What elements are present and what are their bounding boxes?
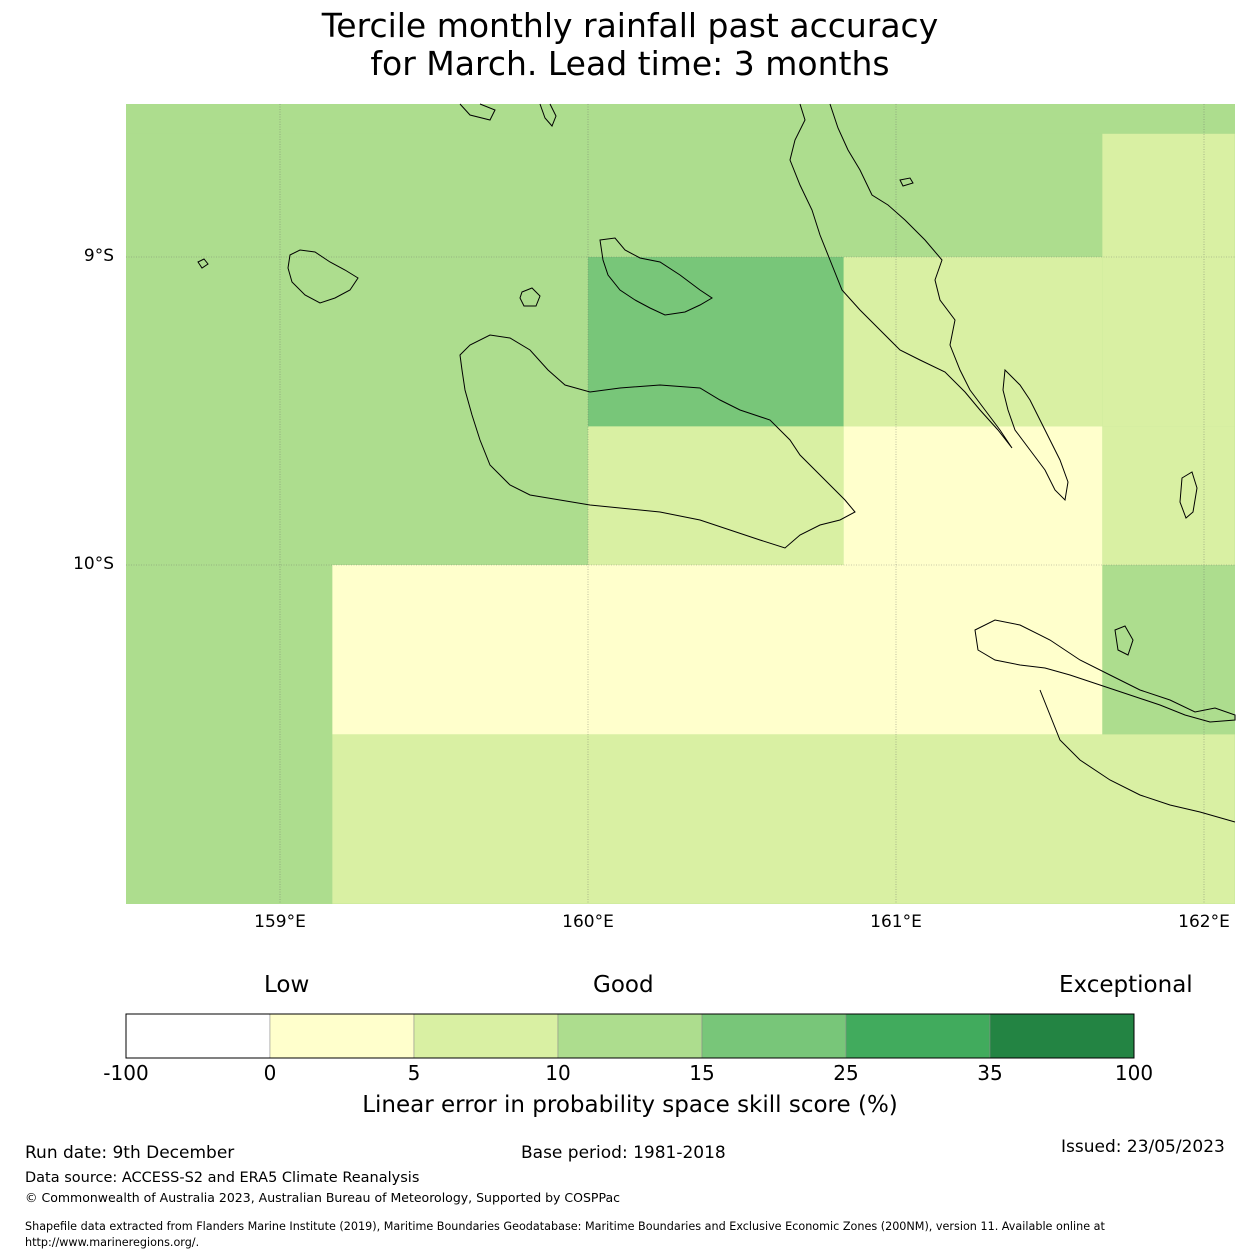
graticule	[126, 104, 1235, 904]
coastline-islet-west	[197, 258, 209, 269]
lon-label-160e: 160°E	[562, 912, 614, 932]
coastlines	[197, 103, 1236, 823]
grid-cell-6	[1102, 426, 1235, 565]
colorbar-segment-1	[269, 1013, 415, 1059]
colorbar-tick-label: 10	[545, 1061, 571, 1085]
coastline-malaita-north	[789, 103, 1013, 449]
lon-label-159e: 159°E	[254, 912, 306, 932]
lon-label-161e: 161°E	[870, 912, 922, 932]
category-label-good: Good	[593, 972, 654, 998]
grid-cell-0	[126, 133, 1103, 257]
coastline-islet-n1	[459, 103, 496, 121]
shapefile-url[interactable]: http://www.marineregions.org/.	[25, 1236, 200, 1249]
colorbar-segment-2	[413, 1013, 559, 1059]
colorbar-segment-4	[701, 1013, 847, 1059]
grid-cell-9	[332, 734, 1235, 904]
coastline-islet-east	[1114, 625, 1134, 656]
colorbar-tick-label: 0	[263, 1061, 277, 1085]
coastline-malaita-south	[1002, 368, 1069, 502]
map-title-line-2: for March. Lead time: 3 months	[370, 44, 890, 83]
colorbar-tick-label: 25	[833, 1061, 859, 1085]
data-source: Data source: ACCESS-S2 and ERA5 Climate …	[25, 1170, 420, 1186]
colorbar-tick-label: 5	[407, 1061, 421, 1085]
coastline-makira	[974, 619, 1236, 723]
category-label-exceptional: Exceptional	[1059, 972, 1193, 998]
copyright-notice: © Commonwealth of Australia 2023, Austra…	[25, 1190, 620, 1205]
grid-cell-5	[843, 426, 1103, 565]
run-date: Run date: 9th December	[25, 1143, 235, 1163]
shapefile-citation: Shapefile data extracted from Flanders M…	[25, 1220, 1105, 1233]
coastline-russell-islands	[287, 249, 359, 304]
grid-cell-7	[332, 565, 1103, 735]
colorbar-frame	[125, 1013, 1135, 1059]
lat-label-10s: 10°S	[73, 554, 114, 574]
coastline-savo	[519, 287, 541, 307]
grid-cell-4	[588, 426, 844, 565]
coastline-islet-n2	[539, 103, 557, 127]
category-label-low: Low	[264, 972, 310, 998]
colorbar	[125, 1013, 1135, 1059]
grid-cell-3	[843, 257, 1103, 427]
lon-label-162e: 162°E	[1178, 912, 1230, 932]
grid-cell-2	[588, 257, 844, 427]
grid-cell-8	[1102, 565, 1235, 735]
colorbar-segment-6	[989, 1013, 1135, 1059]
issued-date: Issued: 23/05/2023	[1061, 1137, 1225, 1157]
map-title-line-1: Tercile monthly rainfall past accuracy	[321, 6, 939, 45]
coastline-makira-south	[1039, 689, 1236, 823]
coastline-florida-islands	[599, 237, 713, 316]
colorbar-segment-5	[845, 1013, 991, 1059]
colorbar-segment-3	[557, 1013, 703, 1059]
colorbar-segment-0	[125, 1013, 271, 1059]
grid-cell-1	[1102, 133, 1235, 427]
coastline-sikaiana-islet	[1179, 471, 1198, 519]
coastline-islet-ne	[899, 177, 914, 187]
colorbar-tick-label: -100	[103, 1061, 149, 1085]
colorbar-tick-label: 35	[977, 1061, 1003, 1085]
map-panel	[126, 103, 1236, 904]
colorbar-title: Linear error in probability space skill …	[362, 1092, 898, 1118]
colorbar-tick-label: 100	[1114, 1061, 1154, 1085]
base-period: Base period: 1981-2018	[521, 1143, 726, 1163]
colorbar-tick-label: 15	[689, 1061, 715, 1085]
coastline-guadalcanal	[459, 334, 856, 549]
lat-label-9s: 9°S	[83, 246, 114, 266]
